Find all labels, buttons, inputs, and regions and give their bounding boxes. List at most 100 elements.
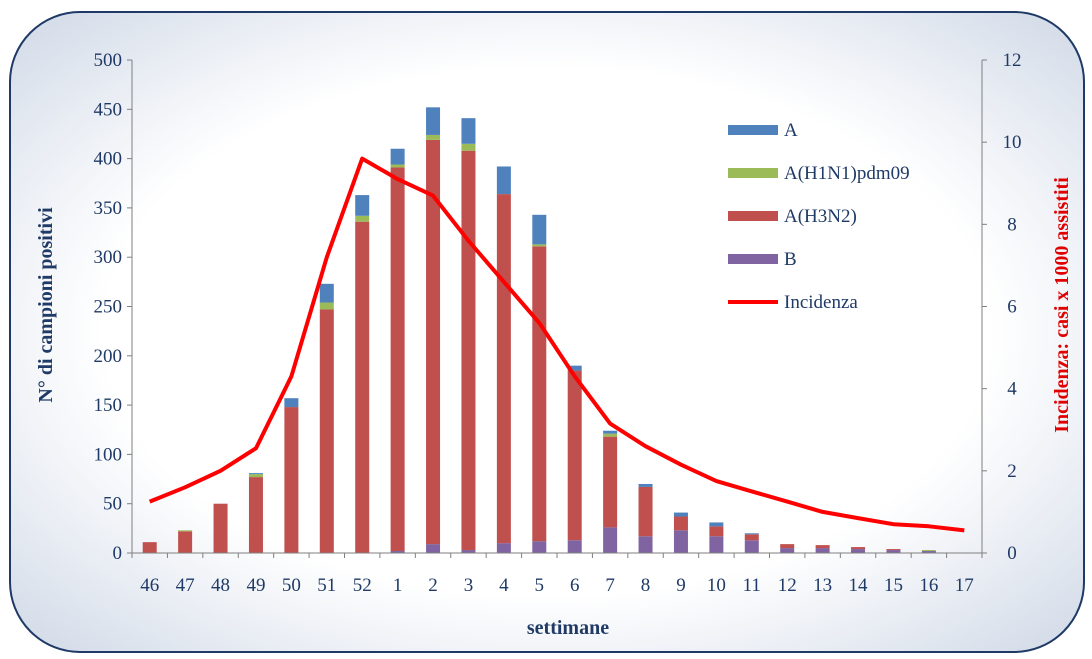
bar-a-4 [496, 166, 511, 195]
right-tick-label: 8 [1007, 214, 1017, 235]
x-tick-label: 5 [535, 575, 545, 596]
bar-a-h3n2--5 [532, 246, 547, 542]
x-tick-label: 46 [140, 575, 159, 596]
bar-a-h3n2--2 [426, 139, 441, 545]
x-axis-ticks: 46 47 48 49 50 51 52 1 2 3 4 5 6 7 8 9 10 11 12 13 14 15 16 17 [131, 553, 983, 596]
left-tick-label: 200 [94, 346, 123, 367]
bar-a-h1n1-pdm09-49 [248, 474, 263, 478]
bar-a-h3n2--46 [142, 542, 157, 553]
bar-a-8 [638, 483, 653, 487]
legend-swatch-a-h1n1-pdm09 [728, 168, 778, 178]
right-tick-label: 6 [1007, 297, 1017, 318]
bar-a-h1n1-pdm09-47 [178, 530, 193, 532]
bar-a-10 [709, 522, 724, 527]
left-tick-label: 400 [94, 149, 123, 170]
bar-b-2 [426, 544, 441, 553]
bar-a-h3n2--7 [603, 436, 618, 528]
bar-b-11 [744, 540, 759, 553]
bar-b-5 [532, 541, 547, 553]
bar-a-h1n1-pdm09-51 [319, 302, 334, 310]
bar-a-h3n2--50 [284, 407, 299, 553]
right-axis-ticks: 0 2 4 6 8 10 12 [982, 50, 1022, 564]
x-tick-label: 2 [428, 575, 438, 596]
x-tick-label: 17 [955, 575, 974, 596]
bar-b-7 [603, 527, 618, 553]
bar-a-h1n1-pdm09-7 [603, 433, 618, 437]
bar-a-h3n2--48 [213, 503, 228, 553]
bar-a-50 [284, 398, 299, 408]
left-tick-label: 0 [113, 543, 123, 564]
right-axis-title: Incidenza: casi x 1000 assistiti [1051, 177, 1073, 433]
bar-a-1 [390, 148, 405, 165]
x-tick-label: 10 [707, 575, 726, 596]
x-tick-label: 12 [778, 575, 797, 596]
left-tick-label: 150 [94, 395, 123, 416]
legend-label-b: B [784, 249, 797, 270]
bar-a-h1n1-pdm09-1 [390, 164, 405, 168]
bar-b-3 [461, 550, 476, 553]
left-tick-label: 500 [94, 50, 123, 71]
left-axis-title: N° di campioni positivi [35, 207, 57, 403]
legend: A A(H1N1)pdm09 A(H3N2) B Incidenza [728, 120, 910, 313]
bar-a-h3n2--52 [355, 221, 370, 554]
right-tick-label: 2 [1007, 461, 1017, 482]
x-tick-label: 1 [393, 575, 403, 596]
x-tick-label: 48 [211, 575, 230, 596]
right-tick-label: 10 [1003, 132, 1022, 153]
x-tick-label: 6 [570, 575, 580, 596]
bar-a-52 [355, 195, 370, 216]
left-axis-ticks: 0 50 100 150 200 250 300 350 400 450 500 [94, 50, 132, 564]
bar-a-h1n1-pdm09-52 [355, 215, 370, 222]
x-tick-label: 49 [246, 575, 265, 596]
bar-b-4 [496, 543, 511, 553]
incidence-line [148, 156, 965, 533]
bar-a-9 [673, 512, 688, 517]
x-tick-label: 11 [743, 575, 761, 596]
bar-a-51 [319, 283, 334, 303]
bar-a-h3n2--13 [815, 545, 830, 549]
bar-a-h1n1-pdm09-16 [921, 550, 936, 552]
x-tick-label: 15 [884, 575, 903, 596]
x-tick-label: 4 [499, 575, 509, 596]
legend-swatch-a [728, 125, 778, 135]
bar-a-5 [532, 214, 547, 245]
right-tick-label: 4 [1007, 379, 1017, 400]
bar-a-h3n2--8 [638, 486, 653, 537]
left-tick-label: 100 [94, 444, 123, 465]
left-tick-label: 50 [103, 494, 122, 515]
bar-b-9 [673, 530, 688, 553]
bar-b-16 [921, 551, 936, 553]
x-tick-label: 16 [919, 575, 938, 596]
x-tick-label: 7 [605, 575, 615, 596]
bar-a-h1n1-pdm09-2 [426, 134, 441, 140]
bar-a-h1n1-pdm09-5 [532, 244, 547, 247]
bar-a-h3n2--3 [461, 150, 476, 551]
bar-a-h3n2--6 [567, 370, 582, 541]
x-tick-label: 51 [317, 575, 336, 596]
bar-b-13 [815, 548, 830, 553]
bar-b-10 [709, 536, 724, 553]
bar-a-49 [248, 473, 263, 475]
incidence-line-group [148, 156, 965, 533]
bar-a-7 [603, 430, 618, 434]
bar-a-h3n2--1 [390, 167, 405, 552]
x-tick-label: 50 [282, 575, 301, 596]
bar-a-h3n2--10 [709, 526, 724, 537]
bar-a-h1n1-pdm09-3 [461, 143, 476, 151]
bar-a-h3n2--51 [319, 309, 334, 553]
x-tick-label: 13 [813, 575, 832, 596]
x-tick-label: 52 [353, 575, 372, 596]
bar-a-h3n2--11 [744, 534, 759, 541]
x-tick-label: 14 [849, 575, 869, 596]
legend-swatch-a-h3n2 [728, 211, 778, 221]
bar-a-2 [426, 107, 441, 135]
left-tick-label: 350 [94, 198, 123, 219]
left-tick-label: 250 [94, 297, 123, 318]
bar-b-8 [638, 536, 653, 553]
bar-b-6 [567, 540, 582, 553]
bar-b-15 [886, 550, 901, 553]
bar-a-h3n2--14 [851, 547, 866, 550]
bar-a-11 [744, 533, 759, 535]
bar-a-6 [567, 365, 582, 371]
